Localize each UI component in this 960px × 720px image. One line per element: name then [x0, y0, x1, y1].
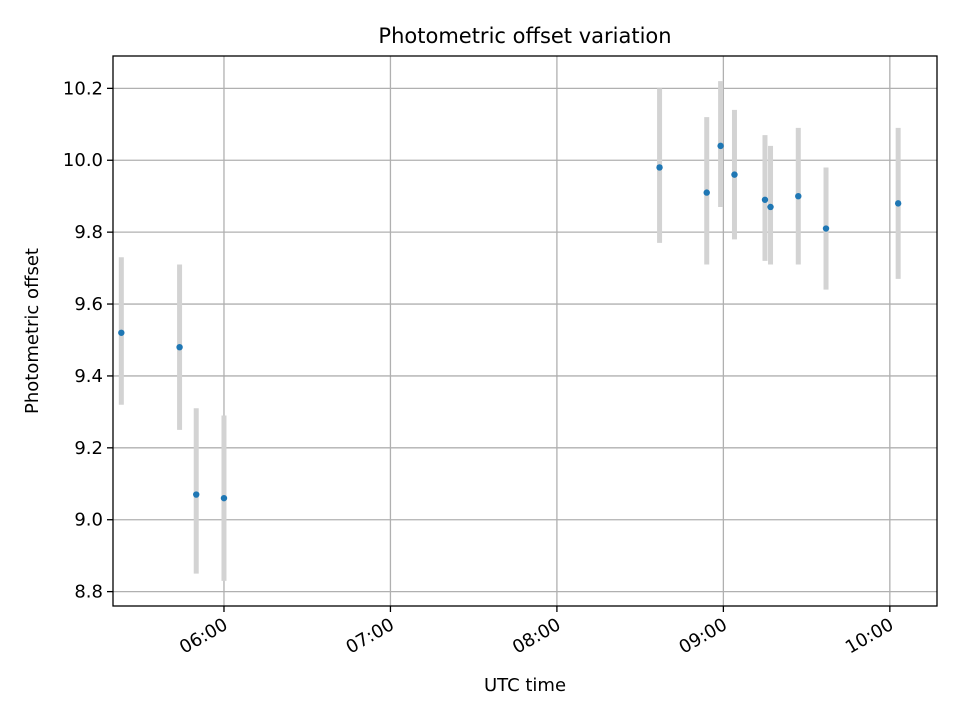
data-points	[118, 142, 902, 502]
data-point	[761, 196, 769, 203]
y-tick-label: 9.6	[74, 294, 103, 315]
data-point	[656, 164, 663, 171]
y-axis-label: Photometric offset	[22, 248, 43, 414]
data-point	[703, 189, 710, 196]
y-tick-label: 9.2	[74, 438, 103, 459]
chart-title: Photometric offset variation	[378, 24, 671, 48]
x-tick-label: 09:00	[675, 614, 730, 658]
data-point	[894, 200, 902, 207]
y-tick-label: 8.8	[74, 582, 103, 603]
data-point	[822, 225, 830, 232]
data-point	[193, 491, 200, 498]
y-tick-label: 10.2	[63, 78, 103, 99]
x-tick-label: 06:00	[176, 614, 231, 658]
x-axis-ticks: 06:00 07:00 08:00 09:00 10:00	[176, 606, 897, 658]
y-tick-label: 10.0	[63, 150, 103, 171]
y-tick-label: 9.8	[74, 222, 103, 243]
grid	[113, 56, 937, 606]
data-point	[717, 142, 724, 150]
data-point	[220, 494, 228, 502]
x-axis-label: UTC time	[484, 675, 566, 696]
data-point	[176, 343, 183, 351]
x-tick-label: 08:00	[509, 614, 564, 658]
data-point	[795, 192, 802, 200]
x-tick-label: 10:00	[842, 614, 897, 658]
plot-frame	[112, 55, 938, 607]
y-axis-ticks: 8.8 9.0 9.2 9.4 9.6 9.8 10.0 10.2	[63, 78, 113, 603]
data-point	[731, 171, 738, 178]
y-tick-label: 9.4	[74, 366, 103, 387]
error-bars	[118, 81, 901, 581]
x-tick-label: 07:00	[343, 614, 398, 658]
data-point	[118, 329, 125, 336]
data-point	[767, 203, 774, 211]
y-tick-label: 9.0	[74, 510, 103, 531]
